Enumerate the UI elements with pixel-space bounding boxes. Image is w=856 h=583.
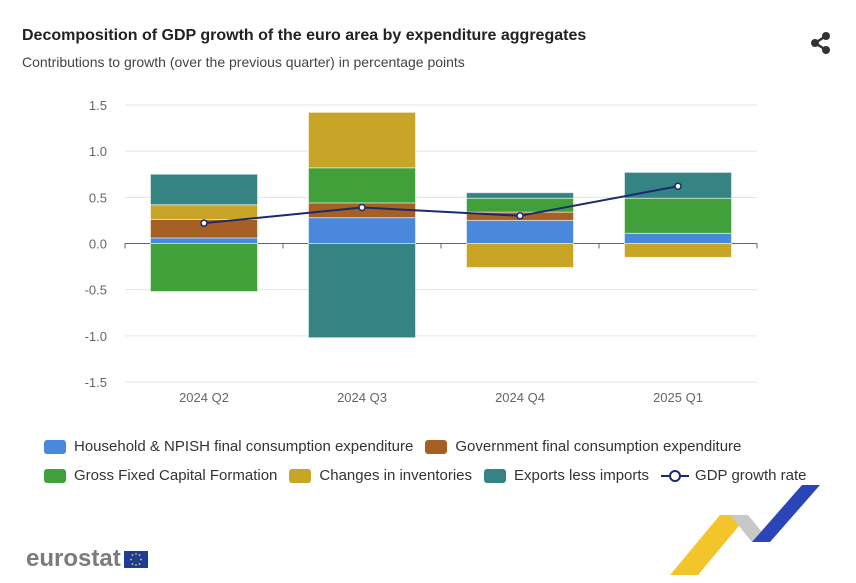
legend-item-gdp[interactable]: GDP growth rate [661, 467, 807, 484]
bar-segment [466, 197, 574, 213]
legend: Household & NPISH final consumption expe… [44, 432, 819, 490]
y-tick-label: -0.5 [85, 283, 107, 298]
chart-area: 1.5 1.0 0.5 0.0 -0.5 -1.0 -1.5 2024 Q2 2024 Q3 20… [85, 98, 758, 405]
legend-swatch [44, 468, 66, 483]
bar-segment [150, 173, 258, 206]
x-tick-label: 2024 Q3 [337, 390, 387, 405]
bar-segment [308, 111, 416, 169]
bar-segment [624, 243, 732, 258]
legend-item-gfcf[interactable]: Gross Fixed Capital Formation [44, 467, 277, 484]
x-tick-label: 2025 Q1 [653, 390, 703, 405]
legend-item-household[interactable]: Household & NPISH final consumption expe… [44, 438, 413, 455]
gdp-point [200, 219, 208, 227]
legend-label: Government final consumption expenditure [455, 438, 742, 455]
bar-segment [308, 217, 416, 244]
legend-swatch [289, 468, 312, 483]
gdp-point [358, 203, 366, 212]
y-tick-label: -1.5 [85, 375, 107, 390]
bar-segment [466, 192, 574, 199]
decorative-chevron-graphic [670, 485, 820, 575]
x-tick-label: 2024 Q2 [179, 390, 229, 405]
y-tick-label: 1.5 [89, 98, 107, 113]
legend-label: Changes in inventories [319, 467, 472, 484]
gdp-point [674, 182, 682, 191]
y-tick-label: 0.5 [89, 190, 107, 205]
y-tick-label: 1.0 [89, 144, 107, 159]
y-tick-label: -1.0 [85, 329, 107, 344]
legend-swatch [44, 439, 66, 454]
bar-segment [150, 243, 258, 293]
eurostat-logo: eurostat [26, 545, 148, 573]
bar-segment [308, 243, 416, 339]
legend-item-inventories[interactable]: Changes in inventories [289, 467, 472, 484]
x-tick-label: 2024 Q4 [495, 390, 545, 405]
chart-title: Decomposition of GDP growth of the euro … [22, 27, 587, 44]
logo-text: eurostat [26, 545, 121, 572]
y-tick-label: 0.0 [89, 237, 107, 252]
chart-subtitle: Contributions to growth (over the previo… [22, 54, 465, 70]
bar-segment [308, 167, 416, 204]
bar-segment [624, 197, 732, 234]
gdp-line [203, 185, 679, 225]
legend-label: Household & NPISH final consumption expe… [74, 438, 414, 455]
legend-label: Exports less imports [514, 467, 650, 484]
bar-segment [466, 219, 574, 245]
legend-label: Gross Fixed Capital Formation [74, 467, 278, 484]
legend-item-exports[interactable]: Exports less imports [484, 467, 649, 484]
bar-segment [466, 243, 574, 269]
legend-item-government[interactable]: Government final consumption expenditure [425, 438, 741, 455]
share-icon[interactable] [808, 30, 834, 56]
legend-swatch [425, 439, 448, 454]
bar-segment [624, 232, 732, 245]
legend-label: GDP growth rate [695, 467, 807, 484]
gdp-point [516, 212, 524, 220]
bar-segment [150, 204, 258, 220]
legend-swatch [484, 468, 506, 483]
bar-segment [150, 237, 258, 245]
legend-line-marker-icon [661, 469, 690, 482]
eu-flag-icon [123, 550, 148, 568]
